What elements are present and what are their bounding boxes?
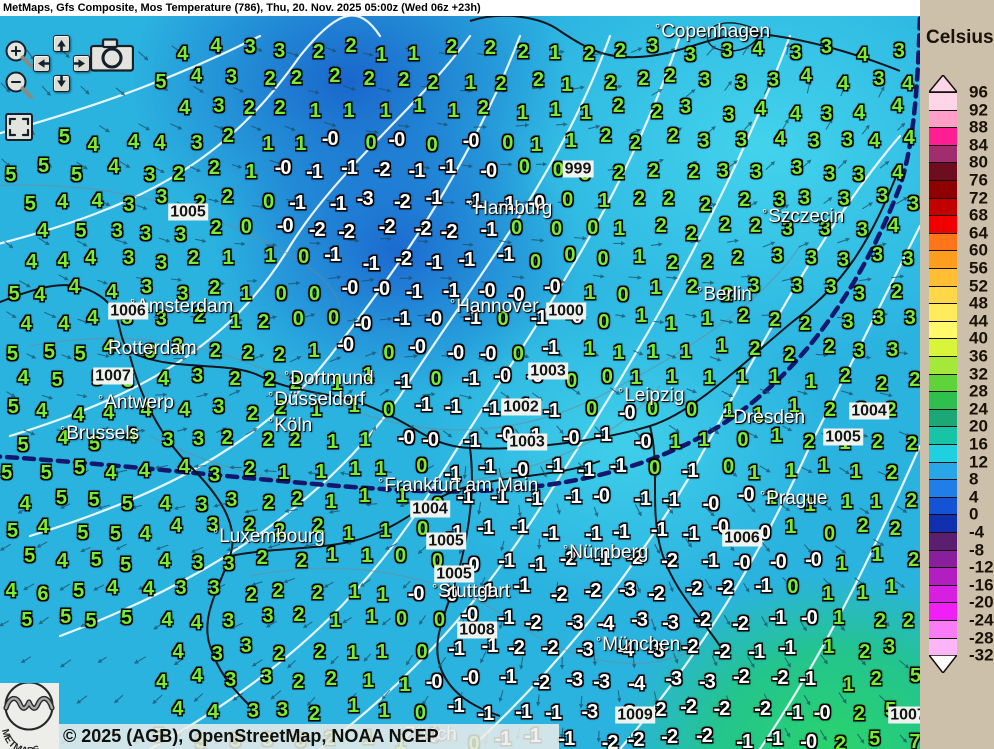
- svg-text:METMAPS: METMAPS: [0, 728, 42, 749]
